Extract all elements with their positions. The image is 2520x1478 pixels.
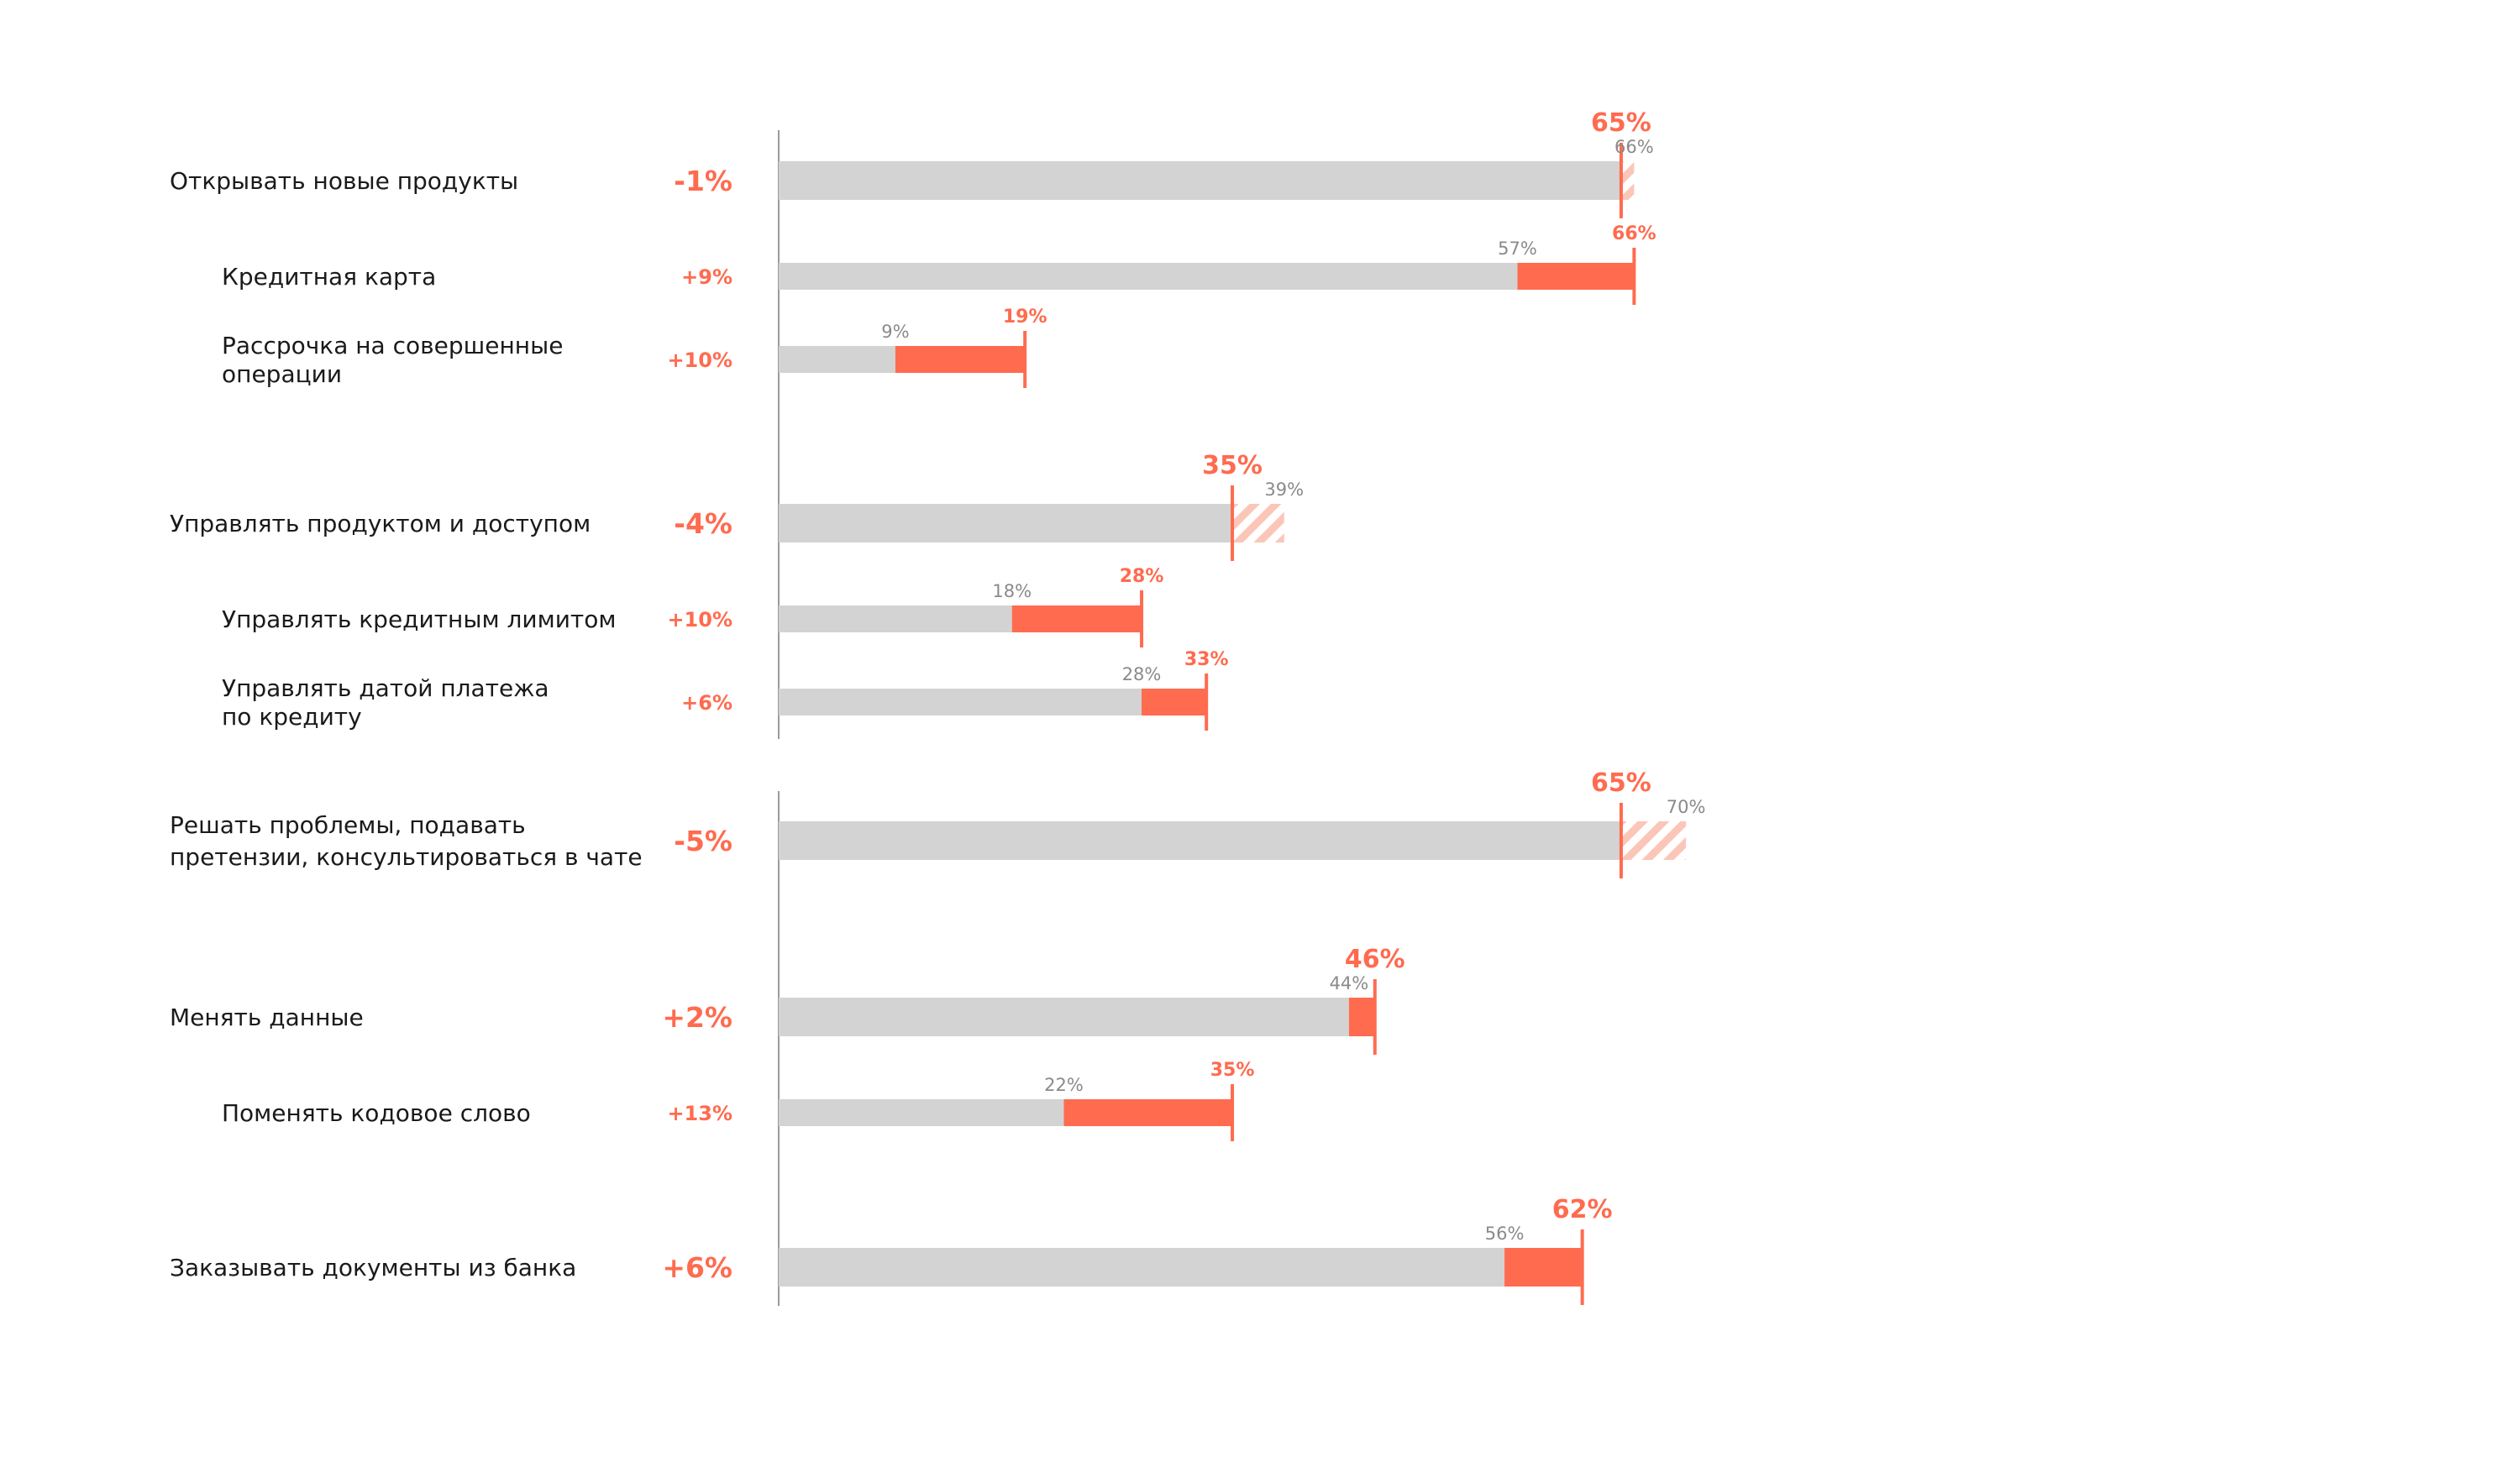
subgroup-row: Управлять кредитным лимитом +10% 18% 28% <box>222 566 1163 647</box>
old-value-label: 57% <box>1498 238 1537 259</box>
category-label: Решать проблемы, подавать претензии, конс… <box>170 811 643 871</box>
group-row: Открывать новые продукты -1% 66%65% <box>170 108 1654 218</box>
group-row: Решать проблемы, подавать претензии, конс… <box>170 768 1705 878</box>
new-value-label: 35% <box>1210 1060 1255 1081</box>
bar-increase <box>1063 1099 1233 1126</box>
bar-baseline <box>779 998 1349 1036</box>
new-value-label: 65% <box>1591 768 1651 798</box>
old-value-label: 9% <box>881 322 909 342</box>
bar-increase <box>1504 1248 1583 1287</box>
bar-decrease <box>1620 821 1687 860</box>
old-value-label: 70% <box>1667 797 1706 817</box>
delta-label: -1% <box>674 165 732 197</box>
new-value-label: 35% <box>1202 451 1263 480</box>
old-value-label: 66% <box>1614 137 1654 157</box>
bar-baseline <box>779 1099 1064 1126</box>
bar-increase <box>1517 263 1635 290</box>
old-value-label: 22% <box>1044 1075 1084 1095</box>
bar-decrease <box>1232 504 1284 542</box>
delta-label: +10% <box>667 349 732 372</box>
category-label-line: по кредиту <box>222 703 362 731</box>
delta-label: +9% <box>681 265 732 289</box>
old-value-label: 18% <box>992 581 1032 601</box>
group-row: Менять данные +2% 44%46% <box>170 945 1405 1055</box>
category-label: Рассрочка на совершенные операции <box>222 332 563 388</box>
subgroup-row: Рассрочка на совершенные операции +10% 9% 19… <box>222 307 1047 388</box>
delta-label: +2% <box>662 1001 732 1034</box>
bar-increase <box>1142 689 1207 715</box>
delta-label: +6% <box>662 1251 732 1284</box>
category-label-line: Решать проблемы, подавать <box>170 811 526 839</box>
delta-label: -5% <box>674 825 732 857</box>
category-label: Управлять кредитным лимитом <box>222 605 616 633</box>
group-row: Управлять продуктом и доступом -4% 39%35% <box>170 451 1304 561</box>
subgroup-row: Кредитная карта +9% 57% 66% <box>222 223 1656 305</box>
bar-baseline <box>779 504 1233 542</box>
category-label: Управлять датой платежа по кредиту <box>222 674 549 731</box>
new-value-label: 28% <box>1120 566 1164 587</box>
delta-label: +10% <box>667 608 732 632</box>
category-label-line: Управлять датой платежа <box>222 674 549 702</box>
bar-increase <box>895 346 1026 373</box>
category-label: Управлять продуктом и доступом <box>170 510 591 537</box>
old-value-label: 56% <box>1485 1224 1525 1244</box>
bar-increase <box>1011 605 1142 632</box>
delta-label: -4% <box>674 507 732 540</box>
subgroup-row: Поменять кодовое слово +13% 22% 35% <box>222 1060 1254 1141</box>
bar-decrease <box>1620 161 1635 200</box>
new-value-label: 66% <box>1612 223 1656 244</box>
rows-group: Открывать новые продукты -1%66%65%Кредитн… <box>170 108 1705 1305</box>
new-value-label: 19% <box>1003 307 1047 328</box>
new-value-label: 62% <box>1552 1195 1613 1224</box>
category-label-line: операции <box>222 360 342 388</box>
category-label: Поменять кодовое слово <box>222 1099 531 1127</box>
category-label-line: претензии, консультироваться в чате <box>170 843 643 871</box>
category-label: Кредитная карта <box>222 263 436 291</box>
new-value-label: 33% <box>1184 649 1229 670</box>
category-label-line: Рассрочка на совершенные <box>222 332 563 359</box>
subgroup-row: Управлять датой платежа по кредиту +6% 28% 3… <box>222 649 1229 731</box>
old-value-label: 28% <box>1122 664 1162 684</box>
delta-label: +13% <box>667 1102 732 1125</box>
bar-increase <box>1348 998 1375 1036</box>
bar-baseline <box>779 346 895 373</box>
category-label: Заказывать документы из банка <box>170 1254 576 1281</box>
old-value-label: 39% <box>1264 480 1304 500</box>
bar-baseline <box>779 263 1518 290</box>
bar-baseline <box>779 689 1142 715</box>
delta-label: +6% <box>681 691 732 715</box>
bar-baseline <box>779 605 1012 632</box>
bar-baseline <box>779 1248 1505 1287</box>
old-value-label: 44% <box>1330 973 1369 993</box>
bar-baseline <box>779 161 1621 200</box>
bar-baseline <box>779 821 1621 860</box>
new-value-label: 65% <box>1591 108 1651 138</box>
new-value-label: 46% <box>1345 945 1405 974</box>
group-row: Заказывать документы из банка +6% 56% 62% <box>170 1195 1613 1305</box>
category-label: Открывать новые продукты <box>170 167 518 195</box>
category-label: Менять данные <box>170 1004 364 1031</box>
